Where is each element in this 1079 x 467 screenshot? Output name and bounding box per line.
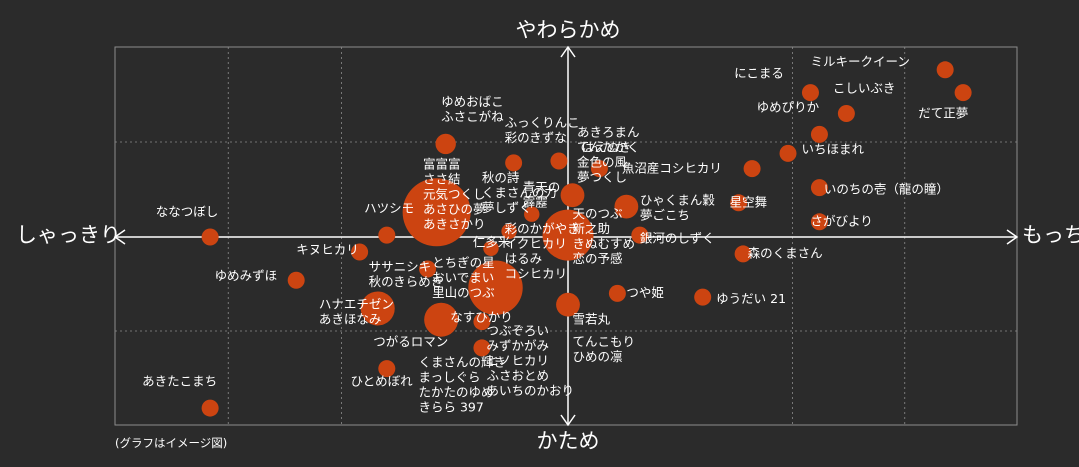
bubble-point [473,313,491,331]
bubble-point [694,288,712,306]
point-label: 青天の霹靂 [523,179,561,209]
point-label: 富富富ささ結元気つくしあさひの夢あきさかり [423,157,486,232]
point-label: ひとめぼれ [351,374,414,389]
point-label: 星空舞 [730,195,768,210]
bubble-point [524,206,540,222]
point-label: ゆめおばこふさこがね [441,94,504,124]
arrow-left-icon [113,229,126,245]
bubble-point [608,284,626,302]
point-label: つぶぞろいみずかがみヒノヒカリふさおとめあいちのかおり [486,323,574,398]
bubble-point [473,339,491,357]
bubble-point [801,84,819,102]
bubble-point [501,223,517,239]
point-label: ゆめぴりか [757,100,820,115]
bubble-point [954,84,972,102]
point-label: ハナエチゼンあきほなみ [319,296,394,326]
point-label: 雪若丸 [572,311,610,326]
bubble-point [402,178,471,247]
axis-label-bottom: かため [537,429,600,453]
point-label: あきたこまち [142,374,217,389]
arrow-down-icon [560,414,576,427]
bubble-point [837,105,855,122]
bubble-point [201,399,219,417]
bubble-point [435,133,456,155]
bubble-point [779,144,797,162]
bubble-point [743,160,761,178]
point-label: くまさんの輝きまっしぐらたかたのゆめきらら 397 [419,355,507,415]
point-label: いのちの壱（龍の瞳） [824,181,949,196]
bubble-point [550,152,568,170]
bubble-point [560,183,585,208]
bubble-point [351,243,369,261]
point-label: 銀河のしずく [640,231,715,246]
point-label: ふっくりんこ彩のきずな [505,115,580,145]
grid [114,46,1018,426]
bubble-point [201,228,219,246]
bubble-point [542,209,594,261]
bubble-point [810,179,828,197]
plot-frame [114,46,1018,426]
point-label: なすひかり [450,310,513,325]
point-label: 森のくまさん [748,246,823,261]
bubble-point [936,61,954,79]
point-label: 仁多米 [473,234,511,249]
point-label: ササニシキ秋のきらめき [369,259,444,289]
bubble-point [505,154,523,172]
bubble-point [810,125,828,143]
point-label: キヌヒカリ [296,242,359,257]
point-label: だて正夢 [918,105,968,120]
bubble-point [810,213,828,231]
bubble-point [614,194,639,219]
axis-label-left: しゃっきり [16,223,121,247]
image-note: (グラフはイメージ図) [115,436,227,450]
bubble-point [424,302,459,337]
bubble-point [378,360,396,378]
point-label: ミルキークイーン [810,54,909,69]
bubble-point [360,291,395,326]
point-label: ゆうだい 21 [716,291,786,306]
point-label: さがびより [810,214,872,229]
bubble-point [556,292,580,317]
bubble-point [287,271,305,289]
point-label: 秋の詩くまさんの力夢しずく [482,170,557,215]
point-label: てんこもりひめの凛 [572,334,635,364]
point-label: 天のつぶ新之助きぬむすめ恋の予感 [572,206,635,266]
point-label: 彩のかがやきイクヒカリはるみコシヒカリ [505,221,580,281]
bubbles [201,61,972,417]
point-label: 魚沼産コシヒカリ [622,160,722,175]
arrow-right-icon [1006,229,1019,245]
bubble-point [734,245,752,263]
arrow-up-icon [560,45,576,58]
bubble-point [468,260,523,315]
point-label: とちぎの星おいでまい里山のつぶ [432,255,495,300]
point-label: ゆめみずほ [215,268,278,283]
bubble-point [483,240,499,256]
bubble-point [730,194,748,212]
bubble-point [378,226,396,244]
point-label: こしいぶき [833,81,896,96]
bubble-point [590,160,608,178]
point-label: ハツシモ [364,200,414,215]
axis-label-top: やわらかめ [516,18,621,42]
bubble-point [419,260,437,278]
point-label: あきろまんてんたかく金色の風夢つくし [577,124,640,184]
point-label: ひゃくまん穀夢ごこち [640,193,716,223]
bubble-point [631,226,649,244]
point-label: いちほまれ [801,141,864,156]
point-label: はえぬき [581,140,631,155]
point-label: つや姫 [626,285,664,300]
axis-label-right: もっちり [1022,223,1079,247]
point-label: つがるロマン [373,334,448,349]
point-label: ななつぼし [156,204,219,219]
point-label: にこまる [734,65,784,80]
